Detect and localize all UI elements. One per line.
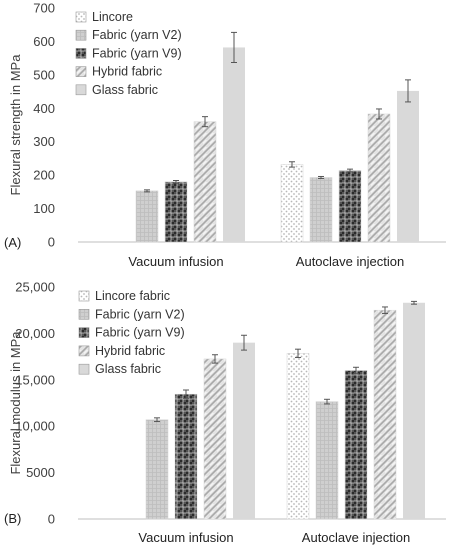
x-category-label: Vacuum infusion <box>128 254 223 269</box>
y-tick-label: 5000 <box>26 465 55 480</box>
bar <box>403 302 425 519</box>
panel-label: (B) <box>4 511 21 526</box>
y-tick-label: 0 <box>48 235 55 250</box>
bar <box>174 393 198 520</box>
legend-label: Hybrid fabric <box>92 65 162 79</box>
legend-label: Fabric (yarn V9) <box>95 326 185 340</box>
legend-label: Lincore <box>92 10 133 24</box>
x-category-label: Autoclave injection <box>302 530 410 545</box>
bar <box>193 121 217 243</box>
bar <box>338 170 362 243</box>
legend-label: Glass fabric <box>95 362 161 376</box>
y-tick-label: 25,000 <box>15 280 55 295</box>
bar <box>367 113 391 243</box>
bar <box>164 181 188 243</box>
y-tick-label: 600 <box>33 34 55 49</box>
legend-label: Fabric (yarn V9) <box>92 46 182 60</box>
bar <box>315 401 339 520</box>
legend-label: Lincore fabric <box>95 289 170 303</box>
legend-swatch <box>78 345 90 357</box>
y-tick-label: 100 <box>33 201 55 216</box>
bar <box>373 309 397 520</box>
x-category-label: Vacuum infusion <box>138 530 233 545</box>
y-tick-label: 700 <box>33 1 55 16</box>
x-category-label: Autoclave injection <box>296 254 404 269</box>
legend-label: Hybrid fabric <box>95 344 165 358</box>
legend-swatch <box>78 363 90 375</box>
y-axis-label: Flexural strength in MPa <box>8 54 23 196</box>
y-tick-label: 500 <box>33 67 55 82</box>
bar <box>145 419 169 520</box>
legend-swatch <box>78 290 90 302</box>
y-tick-label: 15,000 <box>15 372 55 387</box>
legend-swatch <box>75 84 87 96</box>
legend-label: Fabric (yarn V2) <box>92 28 182 42</box>
bar <box>344 370 368 520</box>
legend-swatch <box>78 308 90 320</box>
legend-label: Glass fabric <box>92 83 158 97</box>
legend-label: Fabric (yarn V2) <box>95 307 185 321</box>
y-tick-label: 20,000 <box>15 326 55 341</box>
panel-label: (A) <box>4 235 21 250</box>
bar <box>280 164 304 243</box>
bar <box>309 177 333 243</box>
legend-swatch <box>75 29 87 41</box>
bar <box>397 90 419 242</box>
bar <box>286 353 310 520</box>
legend-swatch <box>75 48 87 59</box>
y-tick-label: 200 <box>33 168 55 183</box>
y-tick-label: 400 <box>33 101 55 116</box>
y-tick-label: 10,000 <box>15 419 55 434</box>
legend-swatch <box>78 327 90 338</box>
y-tick-label: 300 <box>33 134 55 149</box>
bar <box>233 342 255 519</box>
y-axis-label: Flexural modulus in MPa <box>8 331 23 475</box>
legend-swatch <box>75 11 87 23</box>
bar <box>135 190 159 243</box>
legend-swatch <box>75 66 87 77</box>
bar <box>203 358 227 520</box>
bar <box>223 47 245 243</box>
y-tick-label: 0 <box>48 512 55 527</box>
